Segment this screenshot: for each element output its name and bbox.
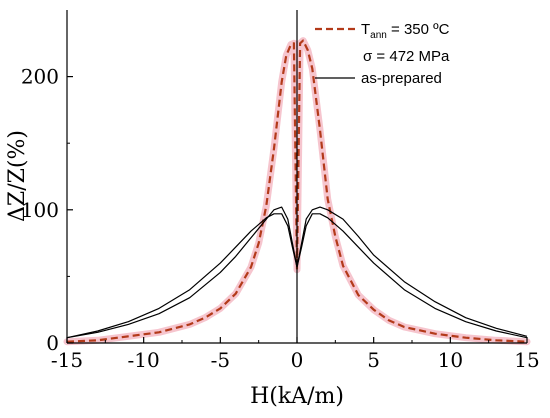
x-tick-label-4: 5 [367, 348, 380, 372]
x-tick-label-6: 15 [514, 348, 539, 372]
series-point-2-18 [327, 209, 328, 210]
series-point-0-31 [496, 340, 497, 341]
series-point-1-18 [327, 217, 328, 218]
series-point-0-1 [97, 340, 98, 341]
series-point-2-1 [97, 330, 98, 331]
series-point-0-24 [342, 265, 343, 266]
legend-annealed-symbol: T [361, 21, 370, 38]
y-tick-label-0: 0 [46, 331, 59, 355]
series-point-1-19 [342, 231, 343, 232]
series-point-0-11 [273, 148, 274, 149]
series-point-0-22 [327, 199, 328, 200]
series-point-2-22 [404, 281, 405, 282]
series-point-0-2 [128, 336, 129, 337]
series-point-0-19 [307, 49, 308, 50]
series-point-2-19 [342, 219, 343, 220]
legend: Tann = 350 ºC σ = 472 MPa as-prepared [315, 21, 450, 87]
series-point-0-5 [204, 317, 205, 318]
series-point-2-23 [434, 301, 435, 302]
series-point-0-29 [434, 333, 435, 334]
legend-label-as-prepared: as-prepared [361, 70, 442, 87]
series-point-0-28 [404, 326, 405, 327]
series-point-2-2 [128, 321, 129, 322]
series-point-2-15 [306, 219, 307, 220]
series-point-1-17 [319, 213, 320, 214]
y-axis-label: ΔZ/Z(%) [5, 130, 30, 222]
series-point-1-5 [220, 272, 221, 273]
series-point-0-7 [235, 293, 236, 294]
series-point-1-22 [404, 289, 405, 290]
series-point-0-9 [258, 243, 259, 244]
series-point-1-15 [306, 225, 307, 226]
y-tick-label-1: 100 [21, 198, 59, 222]
series-point-0-26 [373, 309, 374, 310]
series-point-2-26 [526, 336, 527, 337]
series-point-0-30 [465, 337, 466, 338]
legend-label-stress: σ = 472 MPa [363, 48, 450, 65]
series-point-0-12 [281, 81, 282, 82]
series-point-2-5 [220, 263, 221, 264]
series-point-1-11 [287, 219, 288, 220]
series-point-0-21 [319, 129, 320, 130]
series-point-0-3 [158, 332, 159, 333]
series-point-2-25 [496, 328, 497, 329]
legend-annealed-value: = 350 ºC [387, 21, 450, 38]
y-tick-label-2: 200 [21, 65, 59, 89]
series-point-1-25 [496, 330, 497, 331]
series-point-2-16 [312, 209, 313, 210]
series-point-1-16 [312, 213, 313, 214]
series-point-2-4 [189, 289, 190, 290]
series-point-2-21 [373, 255, 374, 256]
series-point-0-18 [303, 40, 304, 41]
series-point-1-7 [250, 237, 251, 238]
series-point-2-8 [266, 217, 267, 218]
series-point-0-20 [312, 68, 313, 69]
ticks-layer: -15 -10 -5 0 5 10 15 0 100 200 [21, 65, 540, 372]
legend-label-annealed: Tann = 350 ºC [361, 21, 450, 41]
series-line-0 [66, 39, 528, 343]
series-point-2-12 [292, 247, 293, 248]
series-point-2-24 [465, 317, 466, 318]
series-point-1-4 [189, 297, 190, 298]
series-point-0-8 [250, 267, 251, 268]
series-point-2-14 [301, 243, 302, 244]
series-point-2-20 [358, 236, 359, 237]
series-point-1-10 [281, 207, 282, 208]
series-point-1-3 [158, 313, 159, 314]
series-point-1-1 [97, 332, 98, 333]
x-axis-label: H(kA/m) [250, 384, 344, 409]
series-point-1-9 [273, 209, 274, 210]
series-point-2-3 [158, 308, 159, 309]
series-point-0-6 [220, 308, 221, 309]
series-point-0-13 [286, 55, 287, 56]
series-point-0-15 [293, 43, 294, 44]
series-point-0-10 [266, 205, 267, 206]
series-point-0-23 [335, 236, 336, 237]
x-tick-label-0: -15 [51, 348, 83, 372]
x-tick-label-5: 10 [438, 348, 463, 372]
series-point-2-17 [319, 207, 320, 208]
x-tick-label-1: -10 [128, 348, 160, 372]
series-point-0-4 [189, 324, 190, 325]
x-tick-label-3: 0 [291, 348, 304, 372]
series-point-2-11 [287, 225, 288, 226]
series-point-1-21 [373, 263, 374, 264]
series-point-2-6 [235, 247, 236, 248]
series-point-2-9 [273, 213, 274, 214]
series-point-0-17 [300, 43, 301, 44]
series-point-0-25 [358, 294, 359, 295]
series-point-1-23 [434, 308, 435, 309]
series-point-2-10 [281, 213, 282, 214]
series-point-0-27 [388, 320, 389, 321]
x-tick-label-2: -5 [211, 348, 230, 372]
series-point-1-2 [128, 324, 129, 325]
series-point-2-7 [250, 231, 251, 232]
series-point-1-20 [358, 247, 359, 248]
legend-annealed-subscript: ann [370, 30, 387, 41]
series-point-1-24 [465, 321, 466, 322]
series-point-0-14 [290, 44, 291, 45]
series-point-1-6 [235, 256, 236, 257]
